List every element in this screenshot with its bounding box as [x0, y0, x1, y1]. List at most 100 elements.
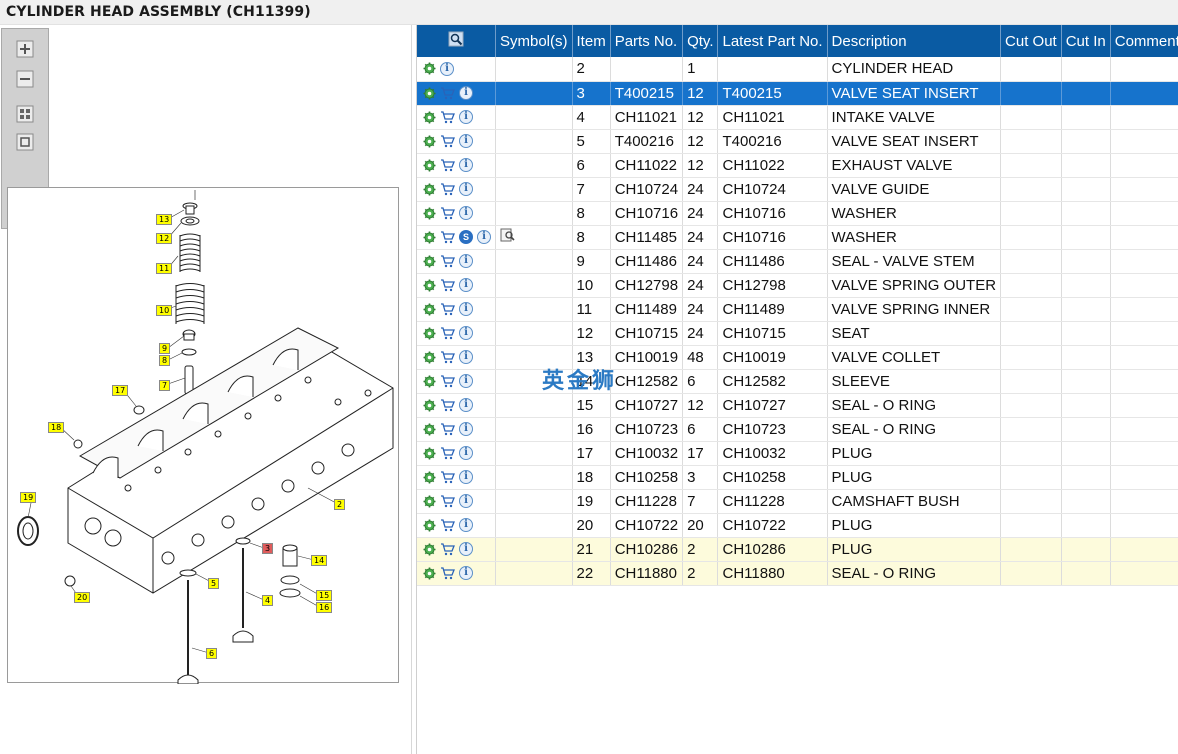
table-row[interactable]: i 9 CH11486 24 CH11486 SEAL - VALVE STEM: [417, 249, 1178, 274]
callout-19[interactable]: 19: [20, 492, 37, 503]
cart-icon[interactable]: [440, 494, 455, 508]
column-header-qty[interactable]: Qty.: [682, 25, 719, 57]
table-row[interactable]: i 20 CH10722 20 CH10722 PLUG: [417, 513, 1178, 538]
gear-icon[interactable]: [423, 447, 436, 460]
column-header-comment[interactable]: Comment: [1110, 25, 1178, 57]
info-icon[interactable]: i: [459, 110, 473, 124]
table-row[interactable]: i 13 CH10019 48 CH10019 VALVE COLLET: [417, 345, 1178, 370]
callout-20[interactable]: 20: [74, 592, 91, 603]
cart-icon[interactable]: [440, 206, 455, 220]
parts-diagram[interactable]: 1: [7, 179, 399, 685]
info-icon[interactable]: i: [459, 374, 473, 388]
info-icon[interactable]: i: [459, 446, 473, 460]
gear-icon[interactable]: [423, 62, 436, 75]
cart-icon[interactable]: [440, 398, 455, 412]
gear-icon[interactable]: [423, 87, 436, 100]
cart-icon[interactable]: [440, 278, 455, 292]
column-header-parts-no[interactable]: Parts No.: [610, 25, 684, 57]
supersession-icon[interactable]: S: [459, 230, 473, 244]
callout-9[interactable]: 9: [159, 343, 171, 354]
info-icon[interactable]: i: [459, 422, 473, 436]
callout-10[interactable]: 10: [156, 305, 173, 316]
gear-icon[interactable]: [423, 207, 436, 220]
info-icon[interactable]: i: [459, 566, 473, 580]
info-icon[interactable]: i: [459, 470, 473, 484]
gear-icon[interactable]: [423, 399, 436, 412]
gear-icon[interactable]: [423, 183, 436, 196]
gear-icon[interactable]: [423, 231, 436, 244]
table-row[interactable]: i 19 CH11228 7 CH11228 CAMSHAFT BUSH: [417, 489, 1178, 514]
table-row[interactable]: i 10 CH12798 24 CH12798 VALVE SPRING OUTER: [417, 273, 1178, 298]
gear-icon[interactable]: [423, 423, 436, 436]
cart-icon[interactable]: [440, 470, 455, 484]
info-icon[interactable]: i: [440, 61, 454, 76]
info-icon[interactable]: i: [459, 278, 473, 292]
callout-16[interactable]: 16: [316, 602, 333, 613]
callout-12[interactable]: 12: [156, 233, 173, 244]
info-icon[interactable]: i: [459, 326, 473, 340]
table-row[interactable]: i 17 CH10032 17 CH10032 PLUG: [417, 441, 1178, 466]
table-row[interactable]: i 22 CH11880 2 CH11880 SEAL - O RING: [417, 561, 1178, 586]
gear-icon[interactable]: [423, 303, 436, 316]
info-icon[interactable]: i: [459, 86, 473, 100]
document-search-icon[interactable]: [500, 228, 516, 242]
callout-3[interactable]: 3: [262, 543, 274, 554]
gear-icon[interactable]: [423, 279, 436, 292]
info-icon[interactable]: i: [459, 206, 473, 220]
table-row[interactable]: i 18 CH10258 3 CH10258 PLUG: [417, 465, 1178, 490]
info-icon[interactable]: i: [459, 134, 473, 148]
gear-icon[interactable]: [423, 327, 436, 340]
info-icon[interactable]: i: [459, 350, 473, 364]
callout-2[interactable]: 2: [334, 499, 346, 510]
cart-icon[interactable]: [440, 374, 455, 388]
actual-size-icon[interactable]: [14, 131, 36, 153]
callout-17[interactable]: 17: [112, 385, 129, 396]
gear-icon[interactable]: [423, 519, 436, 532]
info-icon[interactable]: i: [459, 182, 473, 196]
callout-15[interactable]: 15: [316, 590, 333, 601]
cart-icon[interactable]: [440, 230, 455, 244]
info-icon[interactable]: i: [459, 518, 473, 532]
callout-13[interactable]: 13: [156, 214, 173, 225]
table-row[interactable]: i 6 CH11022 12 CH11022 EXHAUST VALVE: [417, 153, 1178, 178]
cart-icon[interactable]: [440, 134, 455, 148]
column-header-symbols[interactable]: Symbol(s): [495, 25, 573, 57]
cart-icon[interactable]: [440, 86, 455, 100]
gear-icon[interactable]: [423, 135, 436, 148]
callout-14[interactable]: 14: [311, 555, 328, 566]
table-row[interactable]: i 8 CH10716 24 CH10716 WASHER: [417, 201, 1178, 226]
cart-icon[interactable]: [440, 110, 455, 124]
callout-11[interactable]: 11: [156, 263, 173, 274]
table-row[interactable]: i 12 CH10715 24 CH10715 SEAT: [417, 321, 1178, 346]
table-row[interactable]: i 16 CH10723 6 CH10723 SEAL - O RING: [417, 417, 1178, 442]
callout-18[interactable]: 18: [48, 422, 65, 433]
table-row[interactable]: i 15 CH10727 12 CH10727 SEAL - O RING: [417, 393, 1178, 418]
column-header-latest-part-no[interactable]: Latest Part No.: [717, 25, 828, 57]
search-icon[interactable]: [448, 31, 464, 47]
column-header-cut-in[interactable]: Cut In: [1061, 25, 1111, 57]
callout-7[interactable]: 7: [159, 380, 171, 391]
info-icon[interactable]: i: [459, 542, 473, 556]
table-row[interactable]: i 14 CH12582 6 CH12582 SLEEVE: [417, 369, 1178, 394]
gear-icon[interactable]: [423, 375, 436, 388]
cart-icon[interactable]: [440, 158, 455, 172]
info-icon[interactable]: i: [459, 254, 473, 268]
info-icon[interactable]: i: [459, 158, 473, 172]
table-row[interactable]: i 7 CH10724 24 CH10724 VALVE GUIDE: [417, 177, 1178, 202]
cart-icon[interactable]: [440, 326, 455, 340]
table-row[interactable]: i 21 CH10286 2 CH10286 PLUG: [417, 537, 1178, 562]
info-icon[interactable]: i: [459, 494, 473, 508]
cart-icon[interactable]: [440, 302, 455, 316]
gear-icon[interactable]: [423, 495, 436, 508]
cart-icon[interactable]: [440, 422, 455, 436]
cart-icon[interactable]: [440, 182, 455, 196]
gear-icon[interactable]: [423, 159, 436, 172]
table-row[interactable]: i 11 CH11489 24 CH11489 VALVE SPRING INNER: [417, 297, 1178, 322]
gear-icon[interactable]: [423, 351, 436, 364]
callout-6[interactable]: 6: [206, 648, 218, 659]
gear-icon[interactable]: [423, 471, 436, 484]
callout-5[interactable]: 5: [208, 578, 220, 589]
gear-icon[interactable]: [423, 111, 436, 124]
fit-icon[interactable]: [14, 103, 36, 125]
